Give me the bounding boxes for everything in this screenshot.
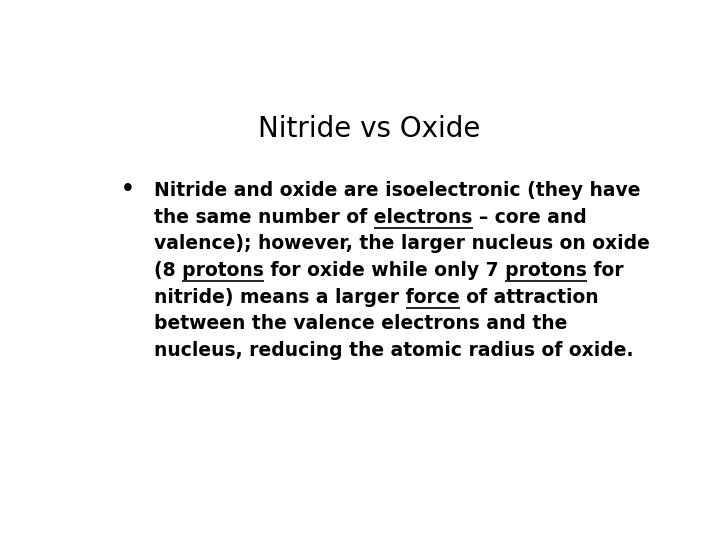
Text: the same number of electrons – core and: the same number of electrons – core and	[154, 208, 587, 227]
Text: (8 protons for oxide while only 7 protons for: (8 protons for oxide while only 7 proton…	[154, 261, 624, 280]
Text: valence); however, the larger nucleus on oxide: valence); however, the larger nucleus on…	[154, 234, 650, 253]
Text: between the valence electrons and the: between the valence electrons and the	[154, 314, 567, 333]
Text: •: •	[121, 179, 135, 199]
Text: nucleus, reducing the atomic radius of oxide.: nucleus, reducing the atomic radius of o…	[154, 341, 634, 360]
Text: Nitride vs Oxide: Nitride vs Oxide	[258, 114, 480, 143]
Text: Nitride and oxide are isoelectronic (they have: Nitride and oxide are isoelectronic (the…	[154, 181, 641, 200]
Text: nitride) means a larger force of attraction: nitride) means a larger force of attract…	[154, 288, 599, 307]
